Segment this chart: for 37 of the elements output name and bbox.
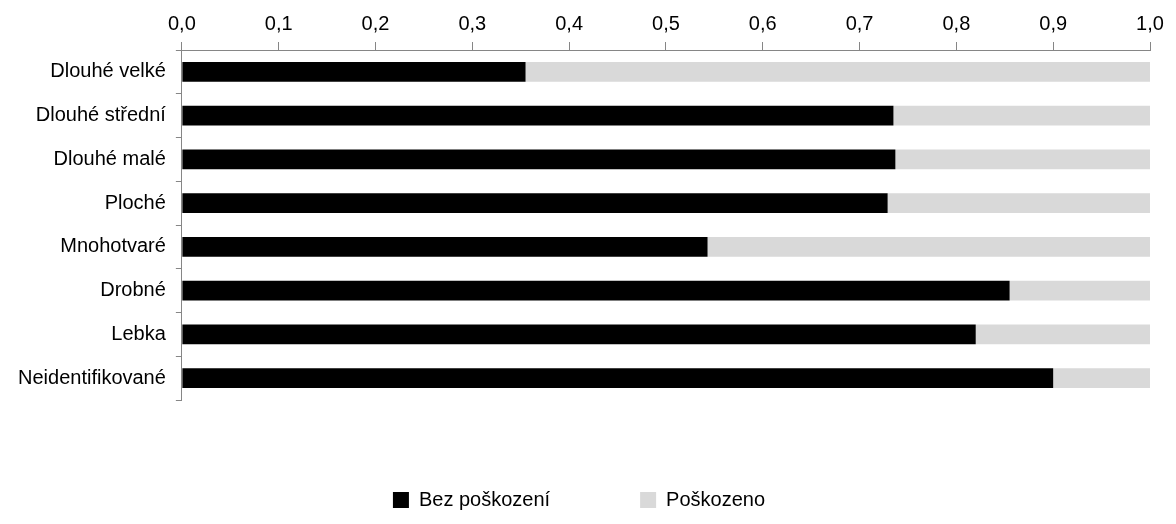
y-tick-label: Lebka — [111, 321, 167, 344]
bar — [182, 324, 976, 345]
bar — [182, 280, 1010, 301]
bar — [1053, 368, 1150, 388]
x-tick-label: 0,1 — [264, 11, 293, 34]
bar — [182, 105, 894, 126]
bar — [525, 62, 1150, 82]
x-tick-label: 0,0 — [167, 11, 196, 34]
x-tick-label: 0,3 — [458, 11, 487, 34]
legend-label: Poškozeno — [666, 487, 766, 510]
x-tick-label: 0,8 — [942, 11, 971, 34]
bar — [887, 193, 1150, 213]
x-tick-label: 0,5 — [652, 11, 680, 34]
x-tick-label: 0,7 — [845, 11, 874, 34]
bar — [975, 324, 1150, 345]
x-tick-label: 0,2 — [361, 11, 390, 34]
x-tick-label: 0,4 — [555, 11, 584, 34]
bar — [893, 105, 1150, 126]
bar — [895, 149, 1150, 170]
bar — [182, 368, 1054, 388]
x-tick-label: 0,9 — [1039, 11, 1068, 34]
x-tick-label: 0,6 — [748, 11, 777, 34]
bar — [182, 62, 526, 82]
y-tick-label: Dlouhé střední — [35, 103, 167, 126]
bar — [707, 237, 1150, 257]
legend-label: Bez poškození — [418, 487, 551, 510]
bar — [182, 237, 708, 257]
bar — [182, 193, 888, 213]
y-tick-label: Mnohotvaré — [60, 234, 166, 257]
y-tick-label: Ploché — [104, 190, 166, 213]
bar — [1009, 280, 1150, 301]
y-tick-label: Drobné — [100, 278, 166, 301]
y-tick-label: Dlouhé malé — [53, 146, 166, 169]
y-tick-label: Neidentifikované — [18, 365, 166, 388]
bar — [182, 149, 896, 170]
y-tick-label: Dlouhé velké — [50, 59, 166, 82]
x-tick-label: 1,0 — [1136, 11, 1164, 34]
